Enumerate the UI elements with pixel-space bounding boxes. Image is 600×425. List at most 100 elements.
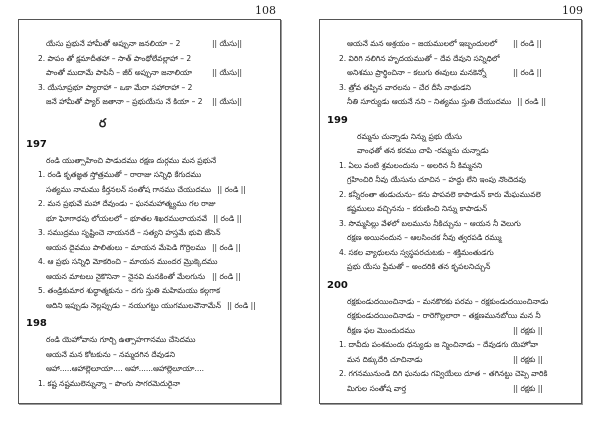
hymn-line: 1. దావీదు పంశమందు ధన్యుడు జ న్మించినాడు … bbox=[320, 338, 581, 353]
lyric-text: 3. సముద్రము సృష్టించె నాయనదే – సత్యని హస… bbox=[38, 228, 221, 237]
hymn-line: 4. సకల వ్యాధులను స్వస్థపరచుటకు – శక్తిమం… bbox=[320, 246, 581, 261]
lyric-text: 3. యేసూప్రభూ ప్యారాహా – ఒకా మేరా సహారాహా… bbox=[38, 82, 193, 92]
lyric-text: 4. సకల వ్యాధులను స్వస్థపరచుటకు – శక్తిమం… bbox=[339, 247, 494, 257]
refrain-marker: || రండి || bbox=[513, 68, 542, 77]
lyric-text: సత్యము నామము కీర్తనలన్ సంతోష గానము చేయుద… bbox=[46, 184, 212, 194]
refrain-marker: || రక్షకు || bbox=[513, 325, 543, 335]
hymn-number: 199 bbox=[327, 114, 348, 126]
hymn-line: 1. కష్ట నష్టములెన్నున్నా – పొంగు సాగరమెద… bbox=[19, 377, 280, 392]
refrain-marker: || రండి || bbox=[212, 242, 241, 252]
page-frame: ఆయనే మన ఆశ్రయం – జయములలో ఇబ్బందులలో || రం… bbox=[319, 19, 582, 404]
lyric-text: నీతి సూర్యుడు ఆయనే నని – నిత్యము స్తుతి … bbox=[347, 97, 512, 106]
lyric-text: ఆయన దైవము పాలితులు – మాయన మేపెడి గొర్రెల… bbox=[46, 242, 207, 252]
lyric-text: యేసు ప్రభునే హామీతో అప్పునా జనలియా – 2 bbox=[46, 39, 181, 48]
hymn-line: 3. సొమ్మసిల్లు వేళలో బలమును నీకిచ్చును –… bbox=[320, 217, 581, 232]
lyric-text: వాంఛతో తన కరము చాపి -రమ్మను చున్నాడు bbox=[357, 146, 489, 155]
lyric-text: ఆయన మాటలు నైకొనినా – నైనవి మనకింతో మేలగు… bbox=[46, 271, 206, 281]
lyric-text: ఆహా.....ఆహాల్లెలూయా.... ఆహా......ఆహాల్లె… bbox=[46, 364, 205, 373]
lyric-text: ఆయనే మన కోటకును – నమ్మదగిన దేవుడని bbox=[46, 349, 175, 359]
refrain-marker: || రండి || bbox=[212, 271, 241, 281]
lyric-text: భూ ఘోగాధపు లోయలలో – భూతల శిఖరములాయనవే bbox=[46, 213, 208, 223]
hymn-line: రక్షణ అయినందున – ఆలసించక నీవు త్వరపడి రమ… bbox=[320, 231, 581, 246]
hymn-line: భూ ఘోగాధపు లోయలలో – భూతల శిఖరములాయనవే || … bbox=[19, 212, 280, 227]
hymn-line: 2. కన్నీరంతా తుడుచును– కను పాపవలె కాపాడు… bbox=[320, 188, 581, 203]
lyric-text: ప్రభు యేసు ప్రేమతో – అందరికి తన కృపలనిచ్… bbox=[347, 262, 491, 271]
refrain-marker: || రండి || bbox=[217, 184, 246, 194]
hymn-line: ఆయన దైవము పాలితులు – మాయన మేపెడి గొర్రెల… bbox=[19, 241, 280, 256]
lyric-text: రండి యుత్సాహించి పాడుదము రక్షణ దుర్గము మ… bbox=[46, 155, 217, 165]
hymn-content: యేసు ప్రభునే హామీతో అప్పునా జనలియా – 2 ||… bbox=[19, 20, 280, 397]
hymn-line: 2. గగనమునుండి దిగి ఘనుడు గవ్వియేలు దూత –… bbox=[320, 367, 581, 382]
lyric-text: గ్రహించిరి నీవు యేసును చూచిన – హద్దు లేన… bbox=[347, 175, 526, 184]
hymn-line: 1. రండి కృతజ్ఞత స్తోత్రముతో – రారాజు సన్… bbox=[19, 168, 280, 183]
hymn-line: పాంతో ముదామే పాపినీ – జీర్ అప్పునా జనాలి… bbox=[19, 66, 280, 81]
lyric-text: రమ్మను చున్నాడు నిన్ను ప్రభు యేసు bbox=[357, 131, 462, 141]
page-number: 108 bbox=[255, 4, 276, 17]
hymn-line: ఆహా.....ఆహాల్లెలూయా.... ఆహా......ఆహాల్లె… bbox=[19, 362, 280, 377]
lyric-text: మిగుల సంతోష వార్త bbox=[347, 383, 407, 393]
lyric-text: 2. పాపం తో క్షమాదీతహా – సాత్ పాంథోలేవల్ల… bbox=[38, 53, 192, 63]
lyric-text: 1. ఏలు వంటి శ్రమలందును – అలరిన నీ కిమ్మన… bbox=[339, 160, 483, 170]
hymn-line: రండి యుత్సాహించి పాడుదము రక్షణ దుర్గము మ… bbox=[19, 154, 280, 169]
hymn-line: యేసు ప్రభునే హామీతో అప్పునా జనలియా – 2 ||… bbox=[19, 37, 280, 52]
hymn-line: 4. ఆ ప్రభు సన్నిధి మోకరించి – మాయన ముందర… bbox=[19, 255, 280, 270]
lyric-text: 2. గగనమునుండి దిగి ఘనుడు గవ్వియేలు దూత –… bbox=[339, 369, 548, 378]
lyric-text: రండి యెహోవాను గూర్చి ఉత్సాహగానము చేసెదము bbox=[46, 335, 196, 344]
hymn-number: 200 bbox=[327, 279, 348, 291]
lyric-text: పాంతో ముదామే పాపినీ – జీర్ అప్పునా జనాలి… bbox=[46, 68, 193, 77]
hymn-line: సత్యము నామము కీర్తనలన్ సంతోష గానము చేయుద… bbox=[19, 183, 280, 198]
hymn-line: మన దిక్కుదేరి చూచినాడు || రక్షకు || bbox=[320, 353, 581, 368]
lyric-text: 1. కష్ట నష్టములెన్నున్నా – పొంగు సాగరమెద… bbox=[38, 378, 181, 388]
hymn-line: ఆయన మాటలు నైకొనినా – నైనవి మనకింతో మేలగు… bbox=[19, 270, 280, 285]
refrain-marker: || యేసు|| bbox=[212, 39, 242, 48]
refrain-marker: || రక్షకు || bbox=[513, 383, 543, 393]
refrain-marker: || రండి || bbox=[517, 97, 547, 106]
hymn-line: ఆయనే మన కోటకును – నమ్మదగిన దేవుడని bbox=[19, 348, 280, 363]
section-letter: ర bbox=[99, 115, 107, 130]
hymn-line: రండి యెహోవాను గూర్చి ఉత్సాహగానము చేసెదము bbox=[19, 333, 280, 348]
hymn-line: నీతి సూర్యుడు ఆయనే నని – నిత్యము స్తుతి … bbox=[320, 95, 581, 110]
hymn-line: 3. సముద్రము సృష్టించె నాయనదే – సత్యని హస… bbox=[19, 226, 280, 241]
hymn-line: మిగుల సంతోష వార్త || రక్షకు || bbox=[320, 382, 581, 397]
page-frame: యేసు ప్రభునే హామీతో అప్పునా జనలియా – 2 ||… bbox=[18, 19, 281, 404]
lyric-text: 2. కన్నీరంతా తుడుచును– కను పాపవలె కాపాడు… bbox=[339, 189, 541, 199]
lyric-text: మన దిక్కుదేరి చూచినాడు bbox=[347, 354, 423, 364]
hymn-line: రీక్షణ ఫల మొందుదము || రక్షకు || bbox=[320, 324, 581, 339]
refrain-marker: || రక్షకు || bbox=[513, 354, 543, 364]
lyric-text: రీక్షణ ఫల మొందుదము bbox=[347, 325, 416, 335]
refrain-marker: || యేసు|| bbox=[212, 68, 242, 77]
hymn-line: ఆదిని ఇప్పుడు నెల్లప్పుడు – నయుగట్టు యుగ… bbox=[19, 299, 280, 314]
hymn-line: 2. పాపం తో క్షమాదీతహా – సాత్ పాంథోలేవల్ల… bbox=[19, 52, 280, 67]
lyric-text: 3. త్రోవ తప్పిన వారలను – చేర దీసే నాథుడన… bbox=[339, 82, 471, 92]
lyric-text: 1. రండి కృతజ్ఞత స్తోత్రముతో – రారాజు సన్… bbox=[38, 170, 202, 179]
refrain-marker: || యేసు|| bbox=[212, 97, 242, 106]
lyric-text: జనే హామీతో ప్యార్ జతానా – ప్రభుయేసు నే క… bbox=[46, 97, 203, 106]
hymn-line: 1. ఏలు వంటి శ్రమలందును – అలరిన నీ కిమ్మన… bbox=[320, 159, 581, 174]
refrain-marker: || రండి || bbox=[213, 213, 242, 223]
refrain-marker: || రండి || bbox=[227, 300, 256, 310]
hymn-number: 198 bbox=[26, 318, 47, 329]
hymn-line: అనిశము ప్రార్థించినా – కలుగు ఈవులు మనకెన… bbox=[320, 66, 581, 81]
lyric-text: 2. మన ప్రభువే మహా దేవుండు – ఘనమహాత్మ్యము… bbox=[38, 199, 216, 208]
hymn-line: 2. విరిగి నలిగిన హృదయముతో – దేవ దేవుని స… bbox=[320, 52, 581, 67]
lyric-text: ఆదిని ఇప్పుడు నెల్లప్పుడు – నయుగట్టు యుగ… bbox=[46, 300, 221, 310]
hymn-line: గ్రహించిరి నీవు యేసును చూచిన – హద్దు లేన… bbox=[320, 173, 581, 188]
lyric-text: ఆయనే మన ఆశ్రయం – జయములలో ఇబ్బందులలో bbox=[347, 39, 498, 48]
refrain-marker: || రండి || bbox=[513, 39, 542, 48]
hymn-content: ఆయనే మన ఆశ్రయం – జయములలో ఇబ్బందులలో || రం… bbox=[320, 20, 581, 402]
hymn-line: ఆయనే మన ఆశ్రయం – జయములలో ఇబ్బందులలో || రం… bbox=[320, 37, 581, 52]
hymn-line: రక్షకుండుదయించినాడు – మనకొరకు పరమ – రక్ష… bbox=[320, 295, 581, 310]
hymn-line: జనే హామీతో ప్యార్ జతానా – ప్రభుయేసు నే క… bbox=[19, 95, 280, 110]
lyric-text: అనిశము ప్రార్థించినా – కలుగు ఈవులు మనకెన… bbox=[347, 68, 487, 77]
hymn-line: 3. యేసూప్రభూ ప్యారాహా – ఒకా మేరా సహారాహా… bbox=[19, 81, 280, 96]
lyric-text: 5. తండ్రికుమార శుద్ధాత్మకును – దగు స్తుత… bbox=[38, 286, 221, 295]
hymn-line: ప్రభు యేసు ప్రేమతో – అందరికి తన కృపలనిచ్… bbox=[320, 260, 581, 275]
lyric-text: 1. దావీదు పంశమందు ధన్యుడు జ న్మించినాడు … bbox=[339, 340, 539, 349]
hymn-line: 3. త్రోవ తప్పిన వారలను – చేర దీసే నాథుడన… bbox=[320, 81, 581, 96]
hymn-line: కష్టములు వచ్చినను – కరుణించి నిన్ను కాపా… bbox=[320, 202, 581, 217]
page-number: 109 bbox=[562, 4, 583, 17]
lyric-text: 3. సొమ్మసిల్లు వేళలో బలమును నీకిచ్చును –… bbox=[339, 218, 521, 228]
lyric-text: 4. ఆ ప్రభు సన్నిధి మోకరించి – మాయన ముందర… bbox=[38, 257, 218, 266]
lyric-text: కష్టములు వచ్చినను – కరుణించి నిన్ను కాపా… bbox=[347, 204, 488, 213]
hymn-line: వాంఛతో తన కరము చాపి -రమ్మను చున్నాడు bbox=[320, 144, 581, 159]
